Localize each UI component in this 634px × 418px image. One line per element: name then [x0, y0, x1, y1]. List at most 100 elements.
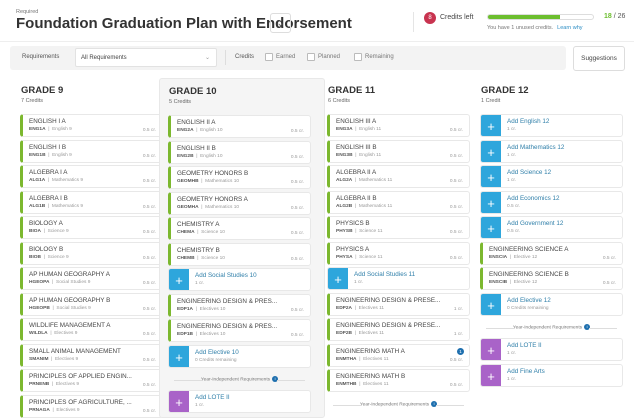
- course-name: SMALL ANIMAL MANAGEMENT: [29, 347, 121, 355]
- course-card[interactable]: ENGINEERING DESIGN & PRES... EDP1B | Elec…: [168, 319, 311, 342]
- add-label: Add LOTE II: [195, 394, 230, 401]
- planned-label: Planned: [318, 54, 341, 60]
- add-requirement-button[interactable]: + Add Social Studies 10 1 cr.: [168, 268, 311, 291]
- course-card[interactable]: ALGEBRA II B ALG2B | Mathematics 11 0.5 cr…: [327, 190, 470, 214]
- course-card[interactable]: ENGINEERING MATH B ENMTHB | Electives 11 0…: [327, 369, 470, 392]
- divider: [225, 50, 226, 65]
- info-icon[interactable]: i: [584, 324, 591, 330]
- requirements-select[interactable]: All Requirements ⌄: [75, 48, 217, 67]
- course-card[interactable]: ENGINEERING SCIENCE A ENSCIA | Elective 1…: [480, 241, 623, 265]
- course-name: ALGEBRA I B: [29, 194, 68, 202]
- course-card[interactable]: PHYSICS B PHYSB | Science 11 0.5 cr.: [327, 216, 470, 239]
- course-code: GEOMHB | Mathematics 10: [177, 179, 240, 184]
- year-independent-header: Year-Independent Requirements i: [480, 324, 623, 332]
- course-card[interactable]: ENGLISH II A ENG2A | English 10 0.5 cr.: [168, 115, 311, 138]
- course-card[interactable]: PHYSICS A PHYSA | Science 11 0.5 cr.: [327, 241, 470, 265]
- grade-credits: 1 Credit: [481, 98, 501, 104]
- course-card[interactable]: ENGINEERING SCIENCE B ENSCIB | Elective 1…: [480, 267, 623, 290]
- info-icon[interactable]: i: [431, 400, 438, 407]
- plus-icon: +: [481, 140, 501, 162]
- add-requirement-button[interactable]: + Add Fine Arts 1 cr.: [480, 363, 623, 387]
- course-card[interactable]: ALGEBRA I A ALG1A | Mathematics 9 0.5 cr.: [20, 165, 163, 188]
- course-credits: 0.5 cr.: [290, 307, 304, 313]
- course-name: ENGINEERING DESIGN & PRESE...: [336, 296, 441, 304]
- learn-why-link[interactable]: Learn why: [557, 25, 583, 31]
- course-card[interactable]: ALGEBRA II A ALG2A | Mathematics 11 0.5 cr…: [327, 165, 470, 188]
- course-card[interactable]: ENGINEERING DESIGN & PRES... EDP1A | Elec…: [168, 293, 311, 317]
- course-code: ALG1B | Mathematics 9: [29, 203, 84, 209]
- add-requirement-button[interactable]: + Add Elective 10 0 Credits remaining: [168, 344, 311, 368]
- course-credits: 0.5 cr.: [449, 255, 463, 261]
- course-credits: 0.5 cr.: [290, 154, 304, 160]
- progress-fill: [488, 15, 561, 19]
- course-card[interactable]: ENGLISH III B ENG3B | English 11 0.5 cr.: [327, 139, 470, 163]
- info-icon[interactable]: 1: [457, 347, 464, 355]
- course-card[interactable]: PRINCIPLES OF AGRICULTURE, ... PRNAGA | E…: [20, 394, 163, 418]
- add-requirement-button[interactable]: + Add Science 12 1 cr.: [480, 165, 623, 188]
- course-code: HGEOPB | Social Studies 9: [29, 305, 91, 311]
- course-card[interactable]: ENGLISH I A ENG1A | English 9 0.5 cr.: [20, 114, 163, 137]
- course-card[interactable]: AP HUMAN GEOGRAPHY B HGEOPB | Social Stud…: [20, 292, 163, 316]
- course-card[interactable]: AP HUMAN GEOGRAPHY A HGEOPA | Social Stud…: [20, 267, 163, 290]
- course-card[interactable]: ENGINEERING MATH A ENMTHA | Electives 11 0…: [327, 343, 470, 367]
- planned-checkbox[interactable]: [307, 53, 315, 61]
- suggestions-button[interactable]: Suggestions: [573, 46, 625, 71]
- add-requirement-button[interactable]: + Add Mathematics 12 1 cr.: [480, 139, 623, 163]
- add-sub: 1 cr.: [507, 127, 517, 132]
- course-card[interactable]: GEOMETRY HONORS A GEOMHA | Mathematics 10…: [168, 191, 311, 215]
- course-name: ENGINEERING DESIGN & PRESE...: [336, 322, 441, 329]
- course-name: PRINCIPLES OF APPLIED ENGIN...: [29, 373, 132, 380]
- add-requirement-button[interactable]: + Add LOTE II 1 cr.: [480, 338, 623, 361]
- course-card[interactable]: ALGEBRA I B ALG1B | Mathematics 9 0.5 cr.: [20, 190, 163, 214]
- course-card[interactable]: WILDLIFE MANAGEMENT A WILDLA | Electives …: [20, 318, 163, 341]
- course-card[interactable]: ENGLISH II B ENG2B | English 10 0.5 cr.: [168, 140, 311, 164]
- course-code: ENG1A | English 9: [29, 127, 72, 132]
- add-requirement-button[interactable]: + Add Elective 12 0 Credits remaining: [480, 292, 623, 316]
- course-name: ALGEBRA I A: [29, 169, 68, 176]
- course-code: PRNAGA | Electives 9: [29, 407, 80, 413]
- plus-icon: +: [481, 115, 501, 136]
- course-card[interactable]: CHEMISTRY B CHEMB | Science 10 0.5 cr.: [168, 242, 311, 266]
- course-card[interactable]: ENGLISH I B ENG1B | English 9 0.5 cr.: [20, 139, 163, 163]
- add-label: Add Government 12: [507, 220, 564, 227]
- course-name: ENGLISH I B: [29, 143, 67, 151]
- add-requirement-button[interactable]: + Add Economics 12 0.5 cr.: [480, 190, 623, 214]
- course-code: ENG3A | English 11: [336, 127, 382, 132]
- course-name: ENGLISH II A: [177, 119, 216, 126]
- info-icon[interactable]: i: [272, 376, 279, 382]
- remaining-checkbox[interactable]: [354, 53, 362, 61]
- add-requirement-button[interactable]: + Add Government 12 0.5 cr.: [480, 216, 623, 239]
- add-sub: 1 cr.: [507, 178, 517, 183]
- course-card[interactable]: ENGINEERING DESIGN & PRESE... EDP2A | Ele…: [327, 292, 470, 316]
- course-card[interactable]: PRINCIPLES OF APPLIED ENGIN... PRNENB | E…: [20, 369, 163, 392]
- plan-dropdown-button[interactable]: ⌄: [270, 13, 291, 33]
- add-requirement-button[interactable]: + Add Social Studies 11 1 cr.: [327, 267, 470, 290]
- plus-icon: +: [169, 345, 189, 367]
- course-credits: 0.5 cr.: [290, 256, 304, 262]
- course-code: ENG2A | English 10: [177, 128, 223, 133]
- grade-title: GRADE 12: [481, 85, 529, 96]
- course-code: WILDLA | Electives 9: [29, 331, 78, 336]
- course-credits: 0.5 cr.: [449, 230, 463, 235]
- earned-checkbox[interactable]: [265, 53, 273, 61]
- add-sub: 0 Credits remaining: [507, 305, 549, 311]
- course-name: BIOLOGY A: [29, 220, 63, 227]
- course-card[interactable]: BIOLOGY B BIOB | Science 9 0.5 cr.: [20, 241, 163, 265]
- add-requirement-button[interactable]: + Add LOTE II 1 cr.: [168, 390, 311, 413]
- course-code: CHEMB | Science 10: [177, 255, 225, 261]
- credits-progress-bar: [487, 14, 594, 20]
- course-card[interactable]: BIOLOGY A BIOA | Science 9 0.5 cr.: [20, 216, 163, 239]
- course-name: ENGLISH III A: [336, 118, 377, 125]
- requirements-label: Requirements: [22, 54, 60, 60]
- plus-icon: +: [169, 269, 189, 290]
- add-sub: 0 Credits remaining: [195, 357, 237, 363]
- course-card[interactable]: ENGLISH III A ENG3A | English 11 0.5 cr.: [327, 114, 470, 137]
- course-card[interactable]: SMALL ANIMAL MANAGEMENT SMANIM | Elective…: [20, 343, 163, 367]
- course-card[interactable]: CHEMISTRY A CHEMA | Science 10 0.5 cr.: [168, 217, 311, 240]
- course-credits: 1 cr.: [453, 306, 463, 312]
- course-card[interactable]: GEOMETRY HONORS B GEOMHB | Mathematics 10…: [168, 166, 311, 189]
- course-code: ENSCIA | Elective 12: [489, 254, 538, 260]
- add-requirement-button[interactable]: + Add English 12 1 cr.: [480, 114, 623, 137]
- course-credits: 0.5 cr.: [449, 179, 463, 184]
- course-card[interactable]: ENGINEERING DESIGN & PRESE... EDP2B | Ele…: [327, 318, 470, 341]
